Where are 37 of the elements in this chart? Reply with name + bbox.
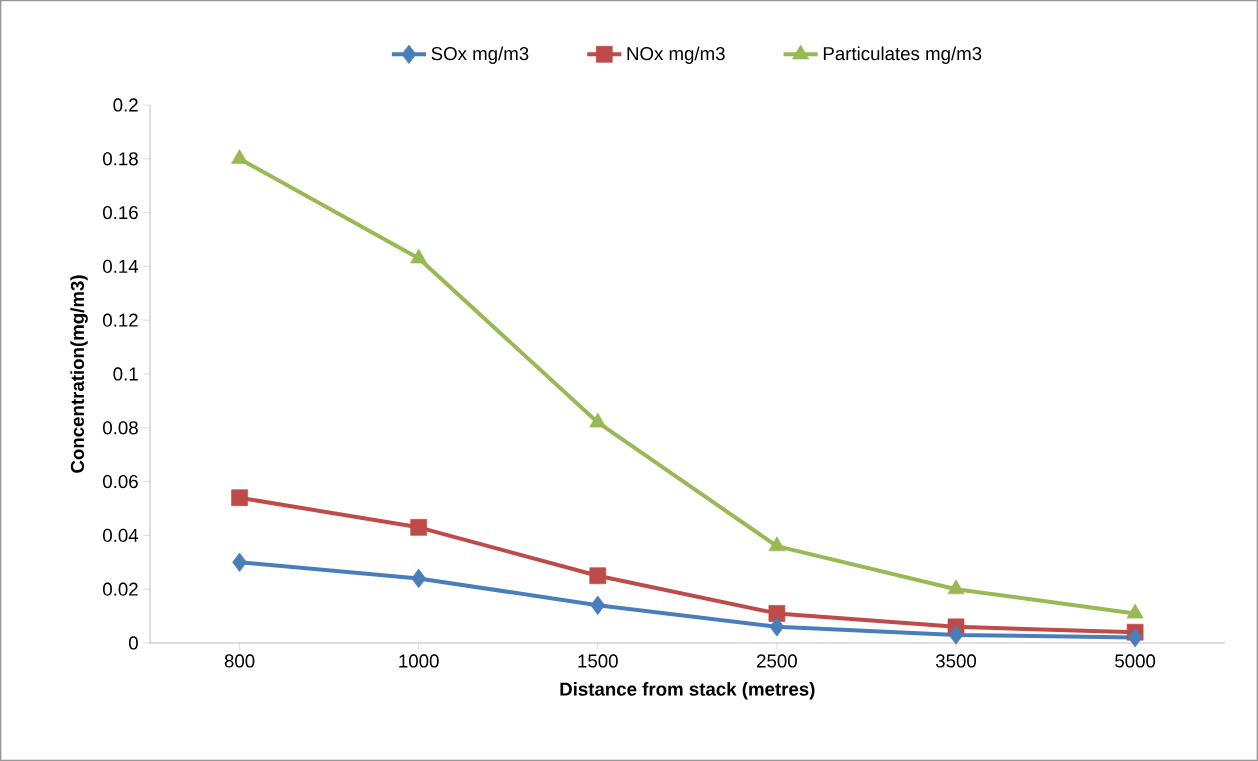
point <box>769 617 785 637</box>
y-axis-title: Concentration(mg/m3) <box>70 275 88 473</box>
point <box>231 489 248 507</box>
point <box>768 605 786 622</box>
x-tick-label: 3500 <box>935 654 977 668</box>
point <box>589 567 607 585</box>
y-tick-label: 0.08 <box>103 421 138 435</box>
point <box>948 625 964 645</box>
point <box>231 149 248 164</box>
y-tick-label: 0.1 <box>113 367 138 381</box>
x-tick-label: 5000 <box>1115 654 1156 668</box>
y-tick-label: 0.06 <box>103 474 138 489</box>
y-tick-label: 0 <box>128 636 138 650</box>
y-tick-label: 0.18 <box>103 152 138 166</box>
point <box>232 552 247 572</box>
point <box>410 518 428 536</box>
point <box>947 579 965 595</box>
y-tick-label: 0.14 <box>103 259 139 274</box>
point <box>590 595 606 615</box>
legend-label: Particulates mg/m3 <box>823 46 982 64</box>
y-tick-label: 0.12 <box>103 313 138 327</box>
x-axis-title: Distance from stack (metres) <box>560 682 815 700</box>
point <box>410 248 428 264</box>
point <box>768 536 786 552</box>
y-tick-label: 0.2 <box>113 98 138 112</box>
x-tick-label: 1500 <box>578 654 618 668</box>
x-tick-label: 1000 <box>399 654 439 668</box>
y-tick-label: 0.02 <box>103 582 138 596</box>
legend-label: SOx mg/m3 <box>431 46 529 64</box>
x-tick-label: 2500 <box>757 654 797 668</box>
y-tick-label: 0.16 <box>103 205 138 220</box>
point <box>589 412 607 428</box>
x-tick-label: 800 <box>224 654 255 668</box>
point <box>411 568 427 589</box>
y-tick-label: 0.04 <box>103 528 139 542</box>
legend-label: NOx mg/m3 <box>627 46 725 64</box>
point <box>1127 627 1143 648</box>
